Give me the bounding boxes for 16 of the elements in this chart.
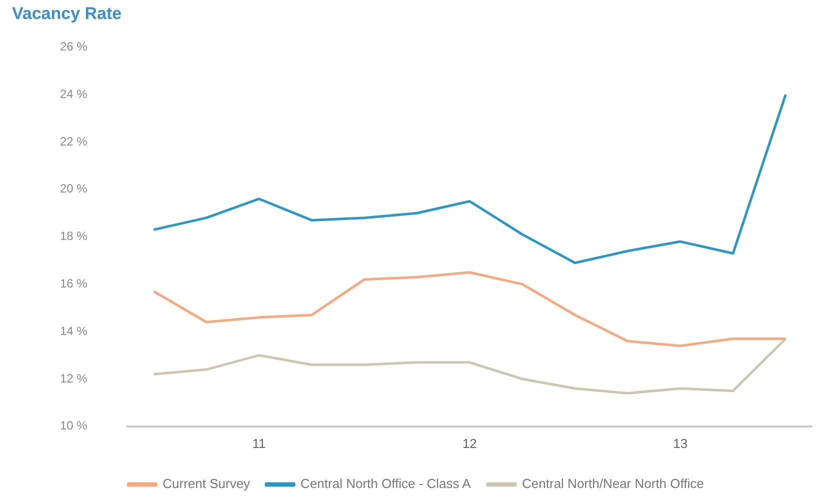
x-tick-label: 11 xyxy=(252,436,266,451)
y-tick-label: 10 % xyxy=(60,418,88,433)
y-tick-label: 12 % xyxy=(60,371,88,386)
legend-label: Central North/Near North Office xyxy=(522,476,704,492)
chart-title: Vacancy Rate xyxy=(12,4,122,24)
y-tick-label: 14 % xyxy=(60,324,88,338)
y-tick-label: 26 % xyxy=(60,40,88,54)
legend-label: Current Survey xyxy=(162,476,251,492)
y-tick-label: 16 % xyxy=(60,276,88,291)
y-tick-label: 18 % xyxy=(60,229,88,244)
y-tick-label: 24 % xyxy=(60,86,88,101)
legend-label: Central North Office - Class A xyxy=(300,476,472,492)
y-tick-label: 22 % xyxy=(60,134,88,148)
y-tick-label: 20 % xyxy=(60,182,88,196)
x-tick-label: 12 xyxy=(462,436,477,451)
x-tick-label: 13 xyxy=(673,436,688,451)
